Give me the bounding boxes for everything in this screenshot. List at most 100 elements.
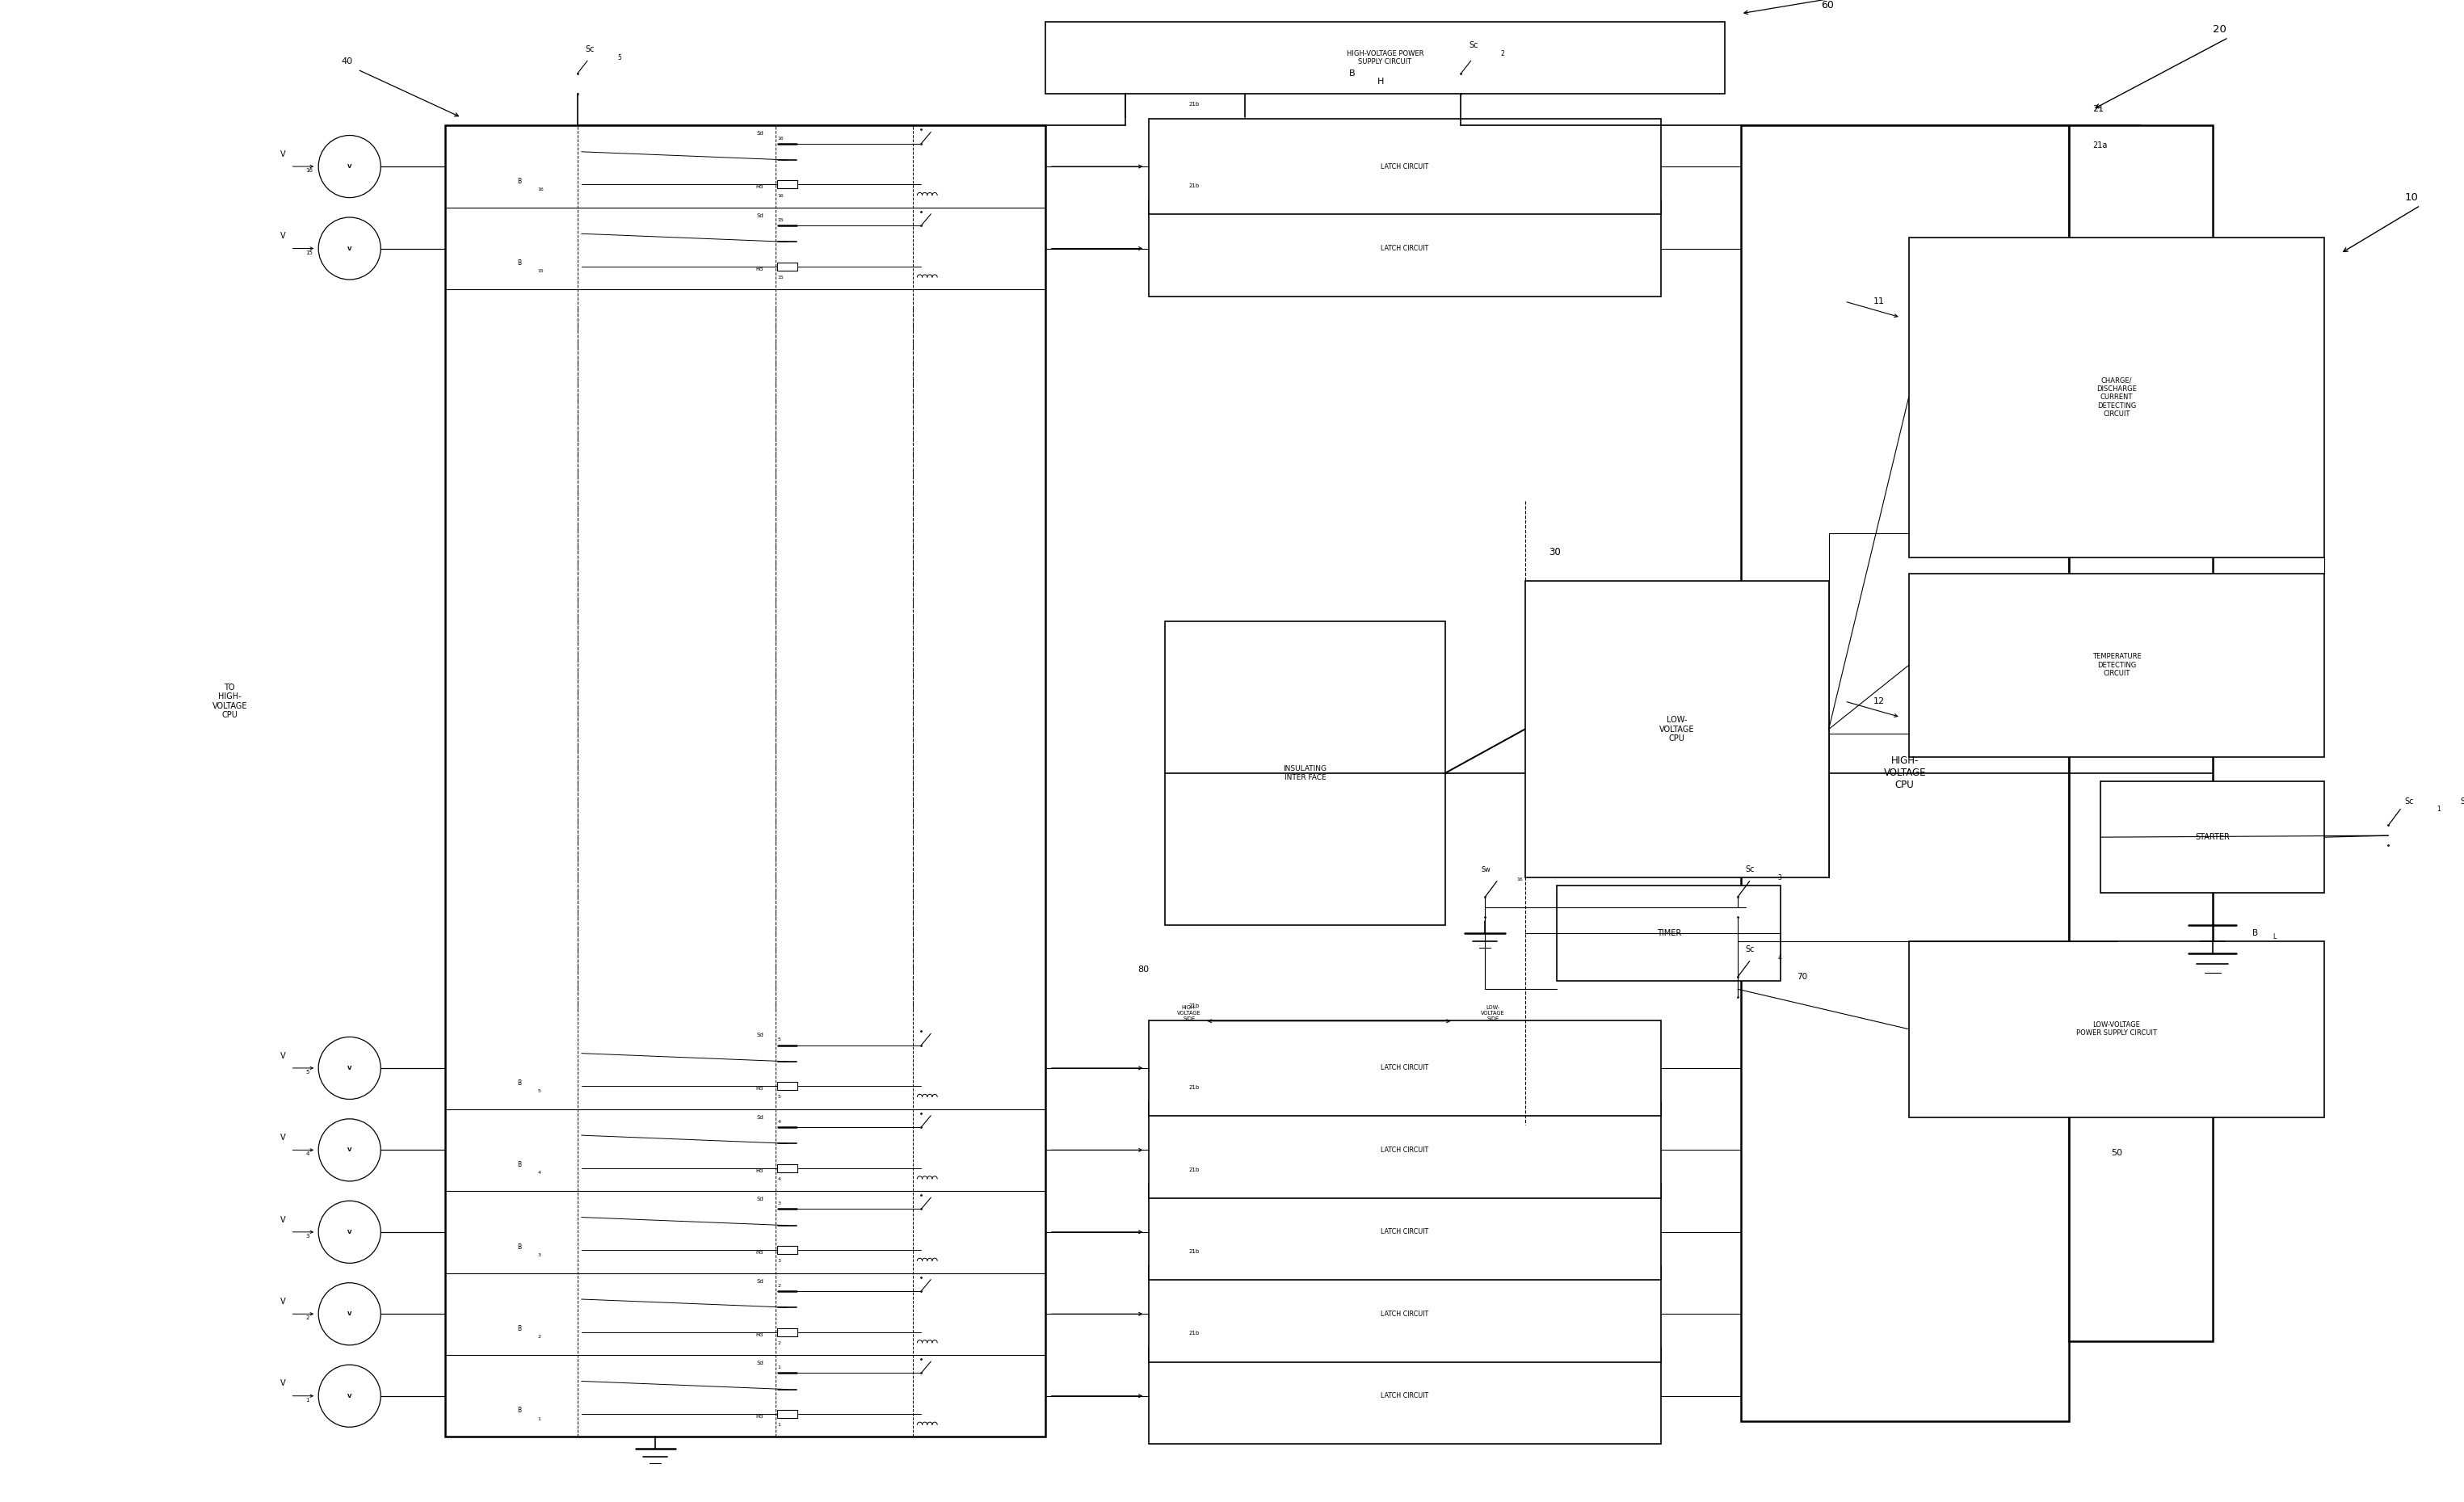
Text: 4: 4: [1777, 954, 1781, 961]
Text: Sc: Sc: [1745, 865, 1754, 873]
Bar: [1910, 942, 2324, 1117]
Text: 21: 21: [2092, 105, 2104, 114]
Text: 16: 16: [779, 137, 784, 140]
Text: Sd: Sd: [756, 1361, 764, 1365]
Text: 21b: 21b: [1190, 102, 1200, 107]
Text: 5: 5: [779, 1038, 781, 1042]
Text: 16: 16: [1518, 877, 1523, 882]
Text: 4: 4: [537, 1172, 540, 1175]
Text: Rd: Rd: [756, 266, 764, 272]
Text: LATCH CIRCUIT: LATCH CIRCUIT: [1380, 1310, 1429, 1317]
Text: Sd: Sd: [756, 213, 764, 218]
Text: 80: 80: [1138, 966, 1148, 973]
Text: Rd: Rd: [756, 1250, 764, 1254]
Text: LOW-VOLTAGE
POWER SUPPLY CIRCUIT: LOW-VOLTAGE POWER SUPPLY CIRCUIT: [2077, 1021, 2156, 1036]
Text: Rd: Rd: [756, 1086, 764, 1090]
Text: 21b: 21b: [1190, 183, 1200, 188]
Text: Sd: Sd: [756, 1197, 764, 1202]
Text: V: V: [347, 164, 352, 168]
Text: 21b: 21b: [1190, 1003, 1200, 1008]
Bar: [2102, 781, 2324, 894]
Bar: [776, 1081, 798, 1090]
Text: Sc: Sc: [586, 45, 594, 54]
Text: 10: 10: [2405, 192, 2417, 203]
Circle shape: [318, 1283, 382, 1346]
Bar: [1740, 126, 2070, 1421]
Text: 3: 3: [306, 1233, 310, 1239]
Text: 30: 30: [1550, 547, 1560, 557]
Text: 2: 2: [1501, 50, 1506, 57]
Text: 16: 16: [537, 188, 545, 191]
Text: CHARGE/
DISCHARGE
CURRENT
DETECTING
CIRCUIT: CHARGE/ DISCHARGE CURRENT DETECTING CIRC…: [2097, 377, 2136, 418]
Text: V: V: [347, 246, 352, 251]
Text: TO
HIGH-
VOLTAGE
CPU: TO HIGH- VOLTAGE CPU: [212, 683, 246, 719]
Text: L: L: [2272, 934, 2277, 940]
Text: V: V: [347, 1230, 352, 1235]
Text: 21a: 21a: [2092, 141, 2107, 150]
Text: LATCH CIRCUIT: LATCH CIRCUIT: [1380, 1392, 1429, 1400]
Bar: [1148, 1266, 1661, 1362]
Text: 5: 5: [618, 54, 621, 62]
Text: 11: 11: [1873, 297, 1885, 305]
Text: B: B: [517, 1407, 522, 1415]
Text: 2: 2: [306, 1316, 308, 1320]
Bar: [1165, 622, 1444, 925]
Text: Rd: Rd: [756, 185, 764, 189]
Text: V: V: [281, 233, 286, 240]
Text: 50: 50: [2112, 1149, 2122, 1157]
Bar: [1148, 200, 1661, 296]
Text: 16: 16: [306, 168, 313, 173]
Bar: [446, 126, 1045, 1437]
Text: V: V: [347, 1311, 352, 1316]
Text: 3: 3: [537, 1253, 540, 1257]
Circle shape: [318, 135, 382, 198]
Text: 1: 1: [306, 1397, 310, 1403]
Text: 5: 5: [537, 1089, 540, 1093]
Text: Sd: Sd: [756, 1033, 764, 1038]
Text: B: B: [517, 1325, 522, 1332]
Text: B: B: [517, 1161, 522, 1169]
Text: TIMER: TIMER: [1656, 930, 1680, 937]
Text: 21b: 21b: [1190, 1331, 1200, 1335]
Bar: [776, 1247, 798, 1254]
Text: 15: 15: [779, 218, 784, 222]
Text: V: V: [347, 1065, 352, 1071]
Text: TEMPERATURE
DETECTING
CIRCUIT: TEMPERATURE DETECTING CIRCUIT: [2092, 653, 2141, 677]
Text: 40: 40: [342, 57, 352, 66]
Text: 16: 16: [779, 194, 784, 198]
Text: 60: 60: [1821, 0, 1833, 11]
Text: V: V: [347, 1394, 352, 1398]
Bar: [1910, 237, 2324, 557]
Text: 21b: 21b: [1190, 1167, 1200, 1172]
Text: 1: 1: [779, 1422, 781, 1427]
Text: 1: 1: [779, 1365, 781, 1370]
Text: LOW-
VOLTAGE
SIDE: LOW- VOLTAGE SIDE: [1481, 1005, 1506, 1021]
Circle shape: [318, 1036, 382, 1099]
Text: V: V: [281, 1380, 286, 1388]
Text: 21b: 21b: [1190, 1086, 1200, 1090]
Text: INSULATING
INTER FACE: INSULATING INTER FACE: [1284, 766, 1326, 781]
Bar: [776, 180, 798, 189]
Text: LOW-
VOLTAGE
CPU: LOW- VOLTAGE CPU: [1658, 716, 1695, 742]
Text: LATCH CIRCUIT: LATCH CIRCUIT: [1380, 1065, 1429, 1072]
Text: 4: 4: [779, 1178, 781, 1181]
Text: 3: 3: [1777, 874, 1781, 882]
Text: 15: 15: [306, 251, 313, 255]
Text: LATCH CIRCUIT: LATCH CIRCUIT: [1380, 1229, 1429, 1236]
Text: 4: 4: [779, 1120, 781, 1123]
Text: V: V: [347, 1148, 352, 1152]
Bar: [776, 1410, 798, 1418]
Text: 3: 3: [779, 1259, 781, 1263]
Text: Sc: Sc: [1745, 945, 1754, 954]
Text: 12: 12: [1873, 697, 1885, 706]
Circle shape: [318, 1202, 382, 1263]
Bar: [776, 1328, 798, 1335]
Text: B: B: [517, 1080, 522, 1086]
Text: HIGH-VOLTAGE POWER
SUPPLY CIRCUIT: HIGH-VOLTAGE POWER SUPPLY CIRCUIT: [1345, 50, 1424, 66]
Text: 3: 3: [779, 1202, 781, 1206]
Text: Rd: Rd: [756, 1413, 764, 1419]
Text: Sc: Sc: [2405, 798, 2415, 805]
Text: Rd: Rd: [756, 1332, 764, 1337]
Circle shape: [318, 218, 382, 279]
Text: 20: 20: [2213, 24, 2225, 35]
